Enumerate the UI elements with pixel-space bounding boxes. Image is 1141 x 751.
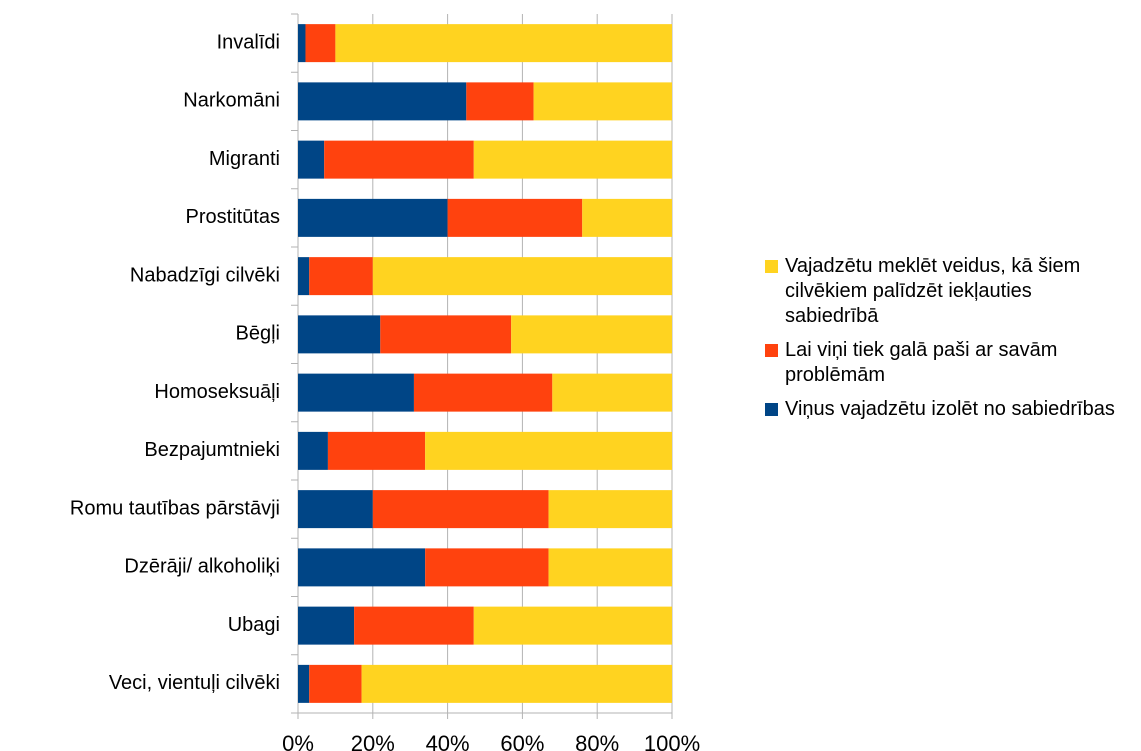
legend: Vajadzētu meklēt veidus, kā šiem cilvēki… [765, 254, 1125, 431]
y-tick-label: Invalīdi [217, 31, 280, 53]
legend-label: Vajadzētu meklēt veidus, kā šiem cilvēki… [785, 255, 1081, 327]
x-tick-label: 0% [282, 731, 314, 751]
bar-segment [548, 548, 672, 587]
bar-segment [354, 606, 474, 645]
bar-segment [305, 24, 336, 63]
y-tick-label: Romu tautības pārstāvji [70, 497, 280, 519]
x-tick-label: 100% [644, 731, 700, 751]
bar-segment [298, 431, 328, 470]
x-tick-label: 40% [426, 731, 470, 751]
y-tick-label: Nabadzīgi cilvēki [130, 264, 280, 286]
y-tick-label: Prostitūtas [186, 206, 280, 228]
y-tick-label: Dzērāji/ alkoholiķi [124, 556, 280, 578]
y-tick-label: Migranti [209, 148, 280, 170]
bar-segment [327, 431, 426, 470]
bar-segment [552, 373, 672, 412]
bar-segment [548, 490, 672, 529]
bar-segment [372, 257, 672, 296]
bar-segment [298, 140, 325, 179]
y-tick-label: Bezpajumtnieki [144, 439, 280, 461]
x-tick-label: 20% [351, 731, 395, 751]
bar-segment [361, 664, 672, 703]
y-tick-label: Veci, vientuļi cilvēki [109, 672, 280, 694]
y-tick-label: Narkomāni [183, 90, 280, 112]
bar-segment [447, 198, 583, 237]
bar-segment [298, 315, 381, 354]
legend-swatch [765, 344, 778, 357]
bar-segment [413, 373, 553, 412]
bar-segment [372, 490, 549, 529]
bar-segment [298, 548, 426, 587]
bar-segment [298, 373, 414, 412]
x-tick-label: 60% [500, 731, 544, 751]
legend-label: Lai viņi tiek galā paši ar savām problēm… [785, 339, 1058, 386]
bar-segment [466, 82, 534, 121]
bar-segment [473, 606, 672, 645]
legend-item: Vajadzētu meklēt veidus, kā šiem cilvēki… [765, 254, 1125, 329]
bar-segment [309, 257, 373, 296]
bar-segment [425, 548, 549, 587]
x-tick-label: 80% [575, 731, 619, 751]
bar-segment [425, 431, 672, 470]
y-tick-label: Bēgļi [236, 323, 280, 345]
bar-segment [298, 490, 373, 529]
legend-swatch [765, 403, 778, 416]
bar-segment [324, 140, 474, 179]
bar-segment [533, 82, 672, 121]
bar-segment [298, 82, 467, 121]
y-tick-label: Ubagi [228, 614, 280, 636]
bar-segment [335, 24, 672, 63]
bar-segment [298, 24, 306, 63]
bar-segment [473, 140, 672, 179]
legend-item: Viņus vajadzētu izolēt no sabiedrības [765, 397, 1125, 422]
bar-segment [582, 198, 672, 237]
bar-segment [298, 198, 448, 237]
y-tick-label: Homoseksuāļi [154, 381, 280, 403]
bar-segment [298, 257, 310, 296]
bar-segment [309, 664, 362, 703]
legend-label: Viņus vajadzētu izolēt no sabiedrības [785, 398, 1115, 420]
legend-swatch [765, 260, 778, 273]
legend-item: Lai viņi tiek galā paši ar savām problēm… [765, 338, 1125, 388]
bar-segment [380, 315, 512, 354]
bar-segment [298, 664, 310, 703]
bar-segment [298, 606, 355, 645]
bar-segment [511, 315, 672, 354]
